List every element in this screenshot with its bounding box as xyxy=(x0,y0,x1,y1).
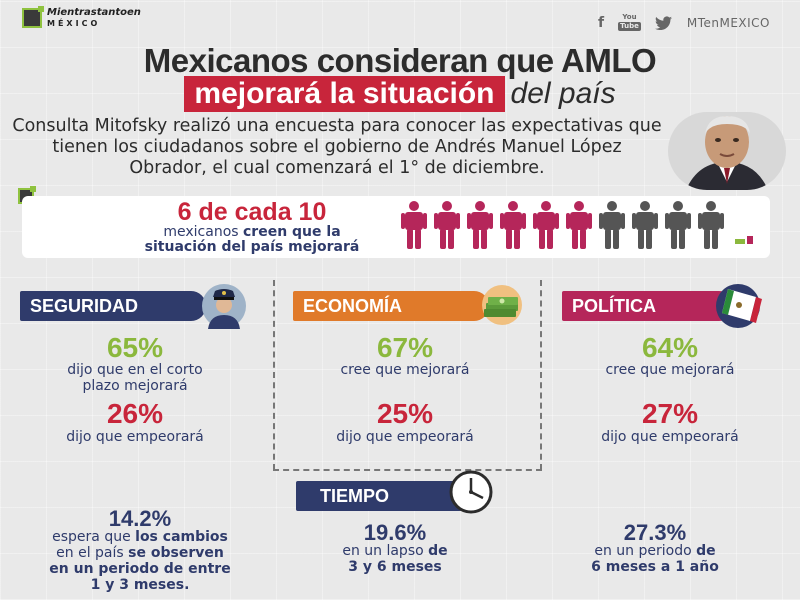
category-economia: ECONOMÍA xyxy=(293,291,489,321)
main-title-line1: Mexicanos consideran que AMLO xyxy=(143,42,657,79)
facebook-icon[interactable]: f xyxy=(598,14,605,31)
person-icon xyxy=(665,201,691,249)
banner-sub1: mexicanos creen que la xyxy=(163,224,341,240)
flag-icon xyxy=(716,284,762,328)
clock-icon xyxy=(449,470,493,514)
title-rest: del país xyxy=(510,77,616,110)
youtube-bottom: Tube xyxy=(618,22,641,31)
person-icon xyxy=(632,201,658,249)
category-seguridad: SEGURIDAD xyxy=(20,291,206,321)
category-tiempo: TIEMPO xyxy=(296,481,474,511)
person-icon xyxy=(500,201,526,249)
youtube-top: You xyxy=(622,13,637,21)
politica-worse-pct: 27% xyxy=(641,398,699,429)
banner-sub2: situación del país mejorará xyxy=(144,239,360,255)
social-handle[interactable]: MTenMEXICO xyxy=(686,15,770,30)
seguridad-worse-text: dijo que empeorará xyxy=(66,429,204,445)
decorative-marks xyxy=(735,236,753,244)
tiempo-1-pct: 14.2% xyxy=(108,506,172,531)
politica-worse-text: dijo que empeorará xyxy=(601,429,739,445)
people-icons xyxy=(400,200,725,252)
intro-paragraph: Consulta Mitofsky realizó una encuesta p… xyxy=(12,116,662,178)
economia-worse-text: dijo que empeorará xyxy=(336,429,474,445)
person-icon xyxy=(467,201,493,249)
banner-headline: 6 de cada 10 xyxy=(177,198,327,226)
twitter-icon[interactable] xyxy=(654,15,673,30)
brand-logo[interactable]: Mientrastantoen MÉXICO xyxy=(22,6,141,28)
person-icon xyxy=(533,201,559,249)
separator-right xyxy=(540,280,542,470)
politica-better-text: cree que mejorará xyxy=(605,362,735,378)
politica-better-pct: 64% xyxy=(641,332,699,363)
portrait-illustration xyxy=(668,112,786,190)
economia-better-text: cree que mejorará xyxy=(340,362,470,378)
survey-banner: 6 de cada 10 mexicanos creen que la situ… xyxy=(22,196,770,258)
person-icon xyxy=(434,201,460,249)
police-icon xyxy=(202,284,246,329)
economia-better-pct: 67% xyxy=(376,332,434,363)
main-title-line2: mejorará la situación del país xyxy=(0,76,800,112)
separator-bottom xyxy=(273,469,542,471)
separator-left xyxy=(273,280,275,470)
tiempo-2-text: en un lapso de 3 y 6 meses xyxy=(342,543,448,575)
title-highlight: mejorará la situación xyxy=(184,76,505,112)
person-icon xyxy=(401,201,427,249)
logo-mark-icon xyxy=(22,6,44,28)
person-icon xyxy=(599,201,625,249)
youtube-icon[interactable]: You Tube xyxy=(618,14,641,31)
person-icon xyxy=(566,201,592,249)
money-icon xyxy=(482,285,522,325)
seguridad-worse-pct: 26% xyxy=(106,398,164,429)
social-links: f You Tube MTenMEXICO xyxy=(598,14,770,31)
logo-top-text: Mientrastantoen xyxy=(47,7,141,18)
category-politica: POLÍTICA xyxy=(562,291,734,321)
economia-worse-pct: 25% xyxy=(376,398,434,429)
seguridad-better-text: dijo que en el corto plazo mejorará xyxy=(67,362,203,394)
person-icon xyxy=(698,201,724,249)
seguridad-better-pct: 65% xyxy=(106,332,164,363)
tiempo-2-pct: 19.6% xyxy=(363,520,427,545)
logo-bottom-text: MÉXICO xyxy=(47,19,101,28)
tiempo-3-text: en un periodo de 6 meses a 1 año xyxy=(591,543,719,575)
tiempo-3-pct: 27.3% xyxy=(623,520,687,545)
tiempo-1-text: espera que los cambios en el país se obs… xyxy=(49,529,231,593)
